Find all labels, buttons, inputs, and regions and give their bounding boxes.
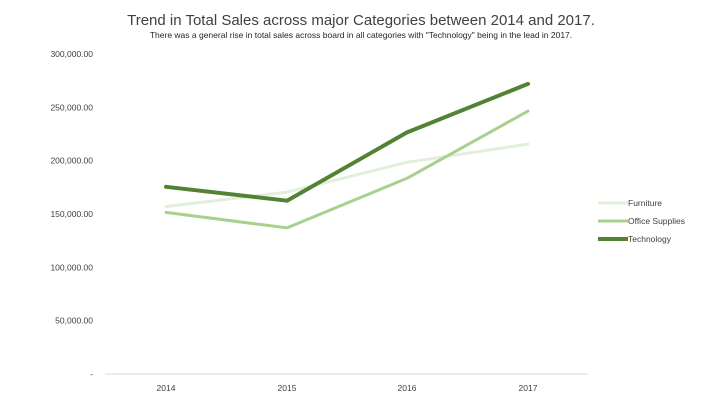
series-line-furniture (164, 142, 530, 208)
legend-label: Office Supplies (628, 216, 685, 226)
y-tick-label: 150,000.00 (50, 209, 93, 219)
legend-label: Technology (628, 234, 672, 244)
x-axis: 2014 2015 2016 2017 (105, 373, 588, 393)
x-tick-label: 2015 (278, 383, 297, 393)
x-tick-label: 2017 (519, 383, 538, 393)
chart-title: Trend in Total Sales across major Catego… (127, 12, 595, 29)
series-line-office-supplies (164, 109, 530, 230)
legend: Furniture Office Supplies Technology (598, 198, 685, 244)
series-layer (164, 81, 530, 230)
series-line-technology (164, 81, 530, 203)
y-axis: - 50,000.00 100,000.00 150,000.00 200,000.00… (50, 49, 93, 379)
y-tick-label: 200,000.00 (50, 156, 93, 166)
y-tick-label: 100,000.00 (50, 262, 93, 272)
legend-label: Furniture (628, 198, 662, 208)
x-tick-label: 2014 (157, 383, 176, 393)
chart-subtitle: There was a general rise in total sales … (150, 30, 572, 40)
x-tick-label: 2016 (398, 383, 417, 393)
y-tick-label: 300,000.00 (50, 49, 93, 59)
y-tick-label: 50,000.00 (55, 316, 93, 326)
y-tick-label: - (90, 369, 93, 379)
y-tick-label: 250,000.00 (50, 102, 93, 112)
